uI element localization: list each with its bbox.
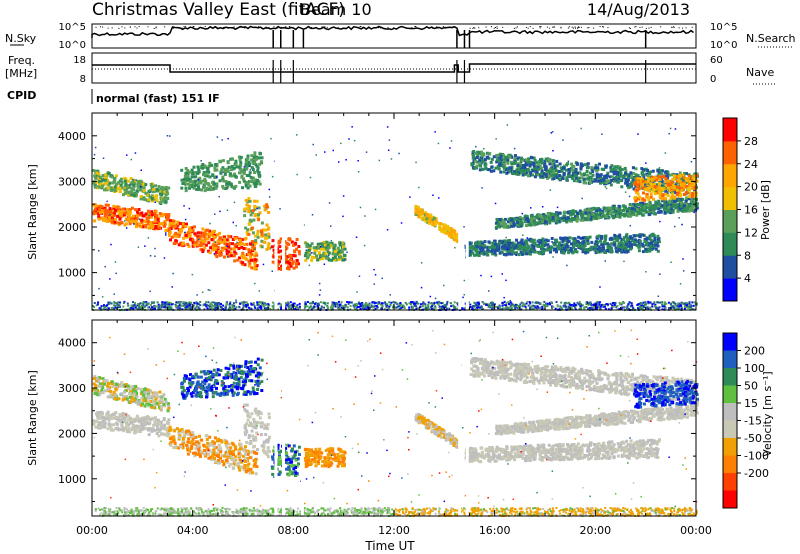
beam-label: Beam 10 [300,0,372,19]
freq-strip: Freq. [MHz] 18 8 60 0 Nave [5,52,775,85]
colorbar-swatch [723,455,737,474]
y-tick-label: 4000 [58,130,86,143]
power-colorbar: 4 8 12 16 20 24 28 Power [dB] [722,117,772,302]
y-tick-label: 1000 [58,473,86,486]
date-label: 14/Aug/2013 [587,0,690,19]
colorbar-tick-label: -200 [744,467,769,480]
colorbar-swatch [723,490,737,509]
nsky-strip: N.Sky 10^5 10^0 10^5 10^0 N.Search [5,22,796,51]
nsky-tick-top: 10^5 [59,22,86,33]
colorbar-tick-label: 28 [744,135,758,148]
nsky-tick-bottom: 10^0 [59,40,86,51]
time-axis-label: Time UT [364,539,415,553]
colorbar-swatch [723,140,737,165]
nsearch-tick-top: 10^5 [710,22,737,33]
colorbar-swatch [723,186,737,210]
cpid-label: CPID [7,89,36,102]
nsearch-label: N.Search [746,32,796,45]
colorbar-tick-label: 8 [744,249,751,262]
colorbar-swatch [723,350,737,369]
colorbar-swatch [723,420,737,439]
colorbar-tick-label: -100 [744,450,769,463]
colorbar-tick-label: 50 [744,380,758,393]
x-tick-label: 20:00 [579,524,611,537]
velocity-heatmap [92,321,699,518]
nave-label: Nave [746,66,774,79]
y-tick-label: 4000 [58,337,86,350]
colorbar-tick-label: -50 [744,432,762,445]
colorbar-swatch [723,438,737,456]
colorbar-tick-label: -15 [744,415,762,428]
power-heatmap [92,114,699,312]
colorbar-swatch [723,255,737,279]
x-tick-label: 16:00 [479,524,511,537]
nave-tick-top: 60 [710,55,723,66]
power-colorbar-label: Power [dB] [759,180,772,240]
colorbar-tick-label: 16 [744,204,758,217]
colorbar-swatch [723,118,737,142]
y-tick-label: 2000 [58,221,86,234]
nave-tick-bottom: 0 [710,74,716,85]
y-tick-label: 1000 [58,267,86,280]
colorbar-swatch [723,403,737,421]
y-tick-label: 3000 [58,175,86,188]
velocity-panel: Slant Range [km] 1000 2000 3000 4000 00:00 0… [26,319,712,553]
velocity-ylabel: Slant Range [km] [26,370,39,466]
colorbar-tick-label: 4 [744,272,751,285]
x-tick-label: 00:00 [76,524,108,537]
power-panel: Slant Range [km] 1000 2000 3000 4000 [26,112,699,312]
freq-label-line2: [MHz] [5,67,37,80]
x-tick-label: 04:00 [177,524,209,537]
freq-tick-bottom: 8 [80,74,86,85]
colorbar-swatch [723,209,737,233]
x-tick-label: 08:00 [277,524,309,537]
y-tick-label: 3000 [58,382,86,395]
colorbar-swatch [723,163,737,188]
y-tick-label: 2000 [58,427,86,440]
x-tick-label: 12:00 [378,524,410,537]
nsky-label: N.Sky [5,32,37,45]
colorbar-swatch [723,232,737,256]
power-ylabel: Slant Range [km] [26,164,39,260]
velocity-colorbar: 200 100 50 15 -15 -50 -100 -200 Velocity [m s⁻¹… [722,332,774,509]
station-title: Christmas Valley East (fitACF) [92,0,345,20]
colorbar-tick-label: 15 [744,397,758,410]
colorbar-swatch [723,278,737,302]
x-tick-label: 00:00 [680,524,712,537]
colorbar-swatch [723,385,737,404]
velocity-colorbar-label: Velocity [m s⁻¹] [761,371,774,456]
colorbar-tick-label: 12 [744,226,758,239]
colorbar-tick-label: 200 [744,345,765,358]
colorbar-swatch [723,333,737,351]
nsearch-tick-bottom: 10^0 [710,40,737,51]
colorbar-tick-label: 24 [744,158,758,171]
colorbar-swatch [723,473,737,491]
cpid-value: normal (fast) 151 IF [96,92,220,105]
colorbar-tick-label: 20 [744,181,758,194]
colorbar-tick-label: 100 [744,362,765,375]
colorbar-swatch [723,368,737,386]
freq-tick-top: 18 [73,55,86,66]
freq-label-line1: Freq. [8,54,35,67]
